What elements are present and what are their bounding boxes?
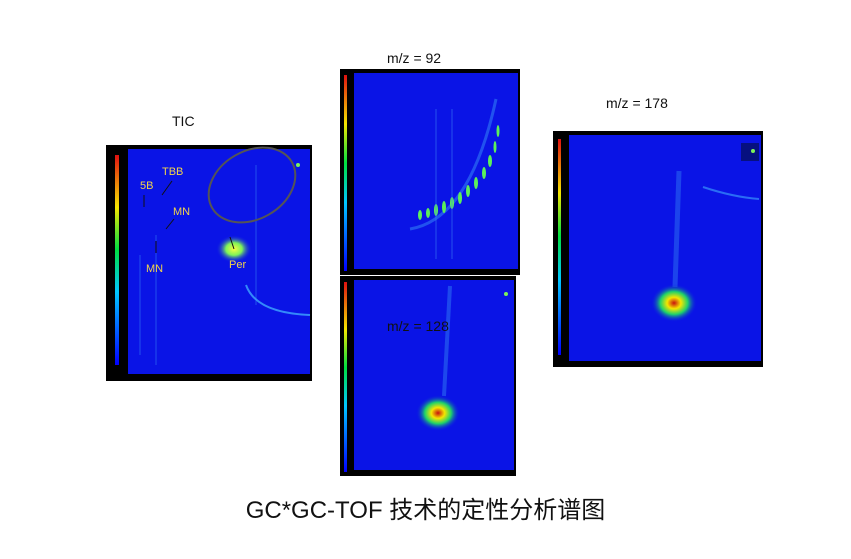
mz178-hotspot [651,284,697,322]
tic-curve-streak [245,284,311,316]
mz128-plot-area [354,280,514,470]
mz92-colorbar [344,75,347,271]
mz178-heatmap [553,131,763,367]
mz92-heatmap [340,69,520,275]
tic-colorbar [115,155,119,365]
tic-arrows [143,180,235,253]
mz178-plot-area [569,135,761,361]
tic-annotation-mn-upper: MN [173,206,190,218]
mz92-title: m/z = 92 [387,50,442,66]
tic-circled-region [207,146,297,224]
tic-annotation-5b: 5B [140,180,153,192]
tic-plot-area [128,149,310,374]
mz128-title: m/z = 128 [387,318,449,334]
mz128-heatmap: m/z = 128 [340,276,516,476]
mz178-title: m/z = 178 [606,95,668,111]
tic-annotation-tbb: TBB [162,166,183,178]
mz178-colorbar [558,139,561,355]
tic-heatmap-svg: TBB 5B MN MN Per [106,145,312,381]
figure-caption: GC*GC-TOF 技术的定性分析谱图 [245,497,606,524]
mz128-hotspot [416,395,460,431]
tic-heatmap: TBB 5B MN MN Per [106,145,312,381]
mz178-heatmap-svg [553,131,763,367]
mz92-heatmap-svg [340,69,520,275]
tic-streaks [139,165,257,365]
tic-bright-spot [216,235,252,263]
tic-title: TIC [172,113,195,129]
mz128-heatmap-svg: m/z = 128 [340,276,516,476]
tic-annotation-mn-lower: MN [146,263,163,275]
mz128-colorbar [344,282,347,472]
tic-corner-spot [296,163,300,167]
tic-annotation-per: Per [229,259,246,271]
